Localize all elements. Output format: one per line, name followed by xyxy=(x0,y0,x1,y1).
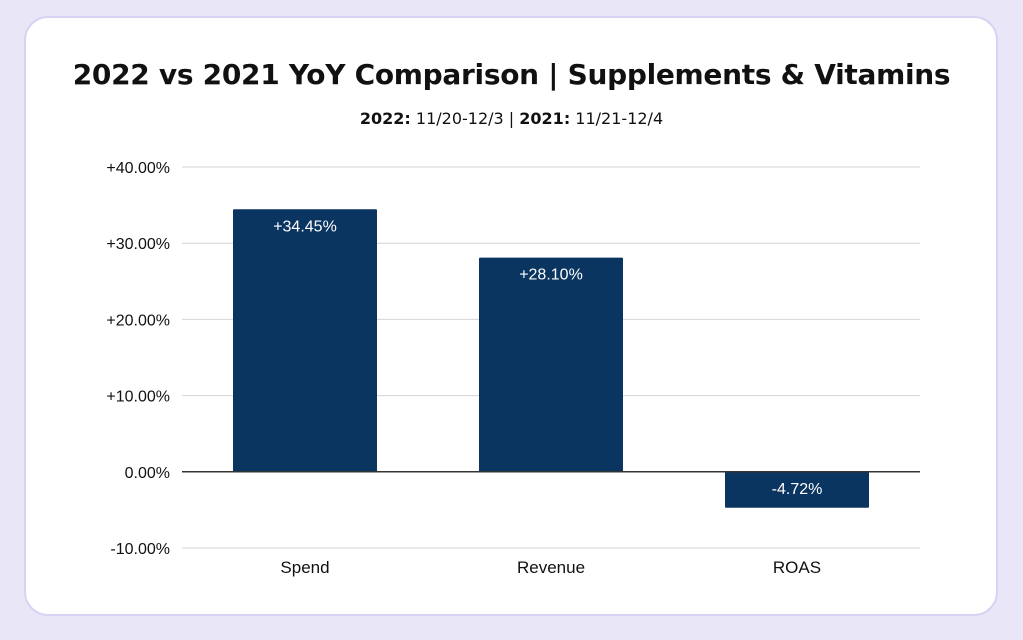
y-tick-label: +20.00% xyxy=(106,312,170,329)
y-tick-label: +30.00% xyxy=(106,236,170,253)
subtitle-label-2022: 2022: xyxy=(359,109,411,128)
y-tick-label: -10.00% xyxy=(110,541,170,558)
bars: +34.45% +28.10% -4.72% xyxy=(233,209,869,508)
bar-revenue xyxy=(479,257,623,472)
subtitle-range-2022: 11/20-12/3 | xyxy=(410,109,520,128)
subtitle-range-2021: 11/21-12/4 xyxy=(570,109,664,128)
axes: +40.00% +30.00% +20.00% +10.00% 0.00% -10.00%… xyxy=(106,160,920,577)
x-tick-label: ROAS xyxy=(773,558,821,577)
data-label: -4.72% xyxy=(772,481,823,498)
y-tick-label: 0.00% xyxy=(125,465,170,482)
bar-roas xyxy=(725,471,869,508)
data-label: +34.45% xyxy=(273,218,337,235)
x-tick-label: Spend xyxy=(280,558,329,577)
chart-title: 2022 vs 2021 YoY Comparison | Supplement… xyxy=(72,58,951,91)
bar-spend xyxy=(233,209,377,472)
chart-subtitle: 2022: 11/20-12/3 | 2021: 11/21-12/4 xyxy=(0,109,1023,128)
y-tick-label: +40.00% xyxy=(106,160,170,177)
x-tick-label: Revenue xyxy=(517,558,585,577)
data-label: +28.10% xyxy=(519,267,583,284)
subtitle-label-2021: 2021: xyxy=(519,109,571,128)
y-tick-label: +10.00% xyxy=(106,389,170,406)
